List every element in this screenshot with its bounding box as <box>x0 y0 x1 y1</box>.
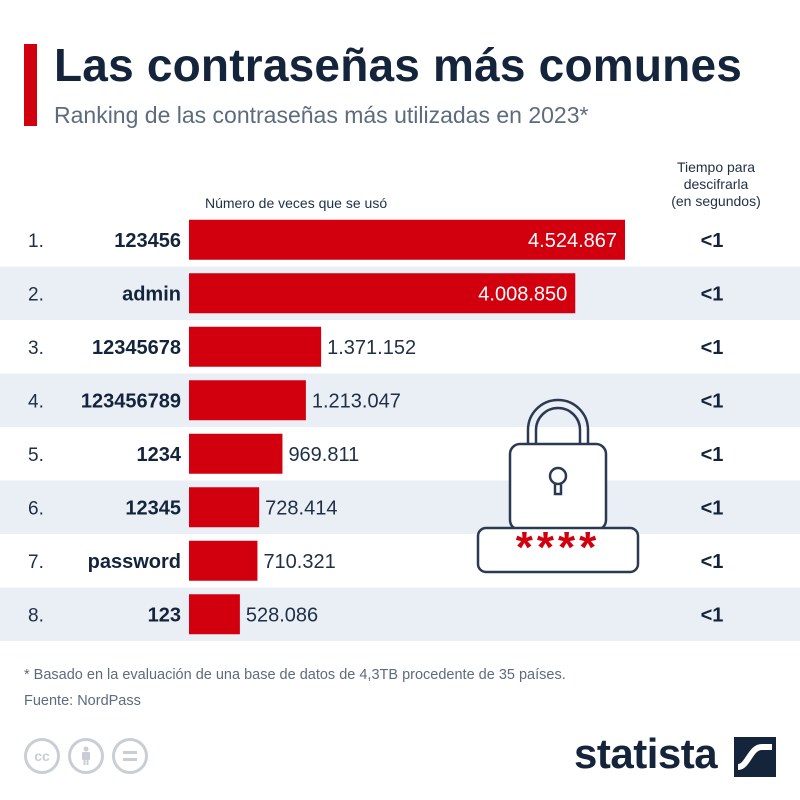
rank-label: 1. <box>28 231 44 252</box>
bar <box>189 380 306 421</box>
password-label: password <box>88 551 181 573</box>
footnote: * Basado en la evaluación de una base de… <box>24 667 566 683</box>
password-label: 1234 <box>137 444 182 466</box>
no-derivatives-icon[interactable] <box>112 738 148 774</box>
value-label: 4.524.867 <box>528 230 617 252</box>
password-label: admin <box>122 283 181 305</box>
rank-label: 3. <box>28 338 44 359</box>
row-background <box>0 480 800 534</box>
bar <box>189 433 283 474</box>
password-label: 123456789 <box>81 390 181 412</box>
title-accent-bar <box>24 44 37 126</box>
crack-time-header-line: descifrarla <box>683 176 749 192</box>
masked-password-text: **** <box>516 523 601 572</box>
crack-time-label: <1 <box>701 337 724 359</box>
crack-time-label: <1 <box>701 604 724 626</box>
source-note: Fuente: NordPass <box>24 693 141 709</box>
value-label: 528.086 <box>246 604 318 626</box>
bar <box>189 487 260 528</box>
chart-title: Las contraseñas más comunes <box>54 39 743 91</box>
bar <box>189 594 240 635</box>
value-label: 1.371.152 <box>327 337 416 359</box>
rank-label: 7. <box>28 552 44 573</box>
padlock-icon: **** <box>476 398 640 574</box>
row-background <box>0 587 800 641</box>
row-background <box>0 373 800 427</box>
crack-time-label: <1 <box>701 497 724 519</box>
password-label: 12345 <box>125 497 181 519</box>
rank-label: 5. <box>28 445 44 466</box>
statista-logo-icon[interactable] <box>734 737 776 777</box>
crack-time-label: <1 <box>701 390 724 412</box>
crack-time-label: <1 <box>701 551 724 573</box>
rank-label: 8. <box>28 605 44 626</box>
masked-password-field <box>476 526 640 574</box>
value-label: 969.811 <box>288 444 359 466</box>
value-label: 1.213.047 <box>312 390 401 412</box>
crack-time-header-line: (en segundos) <box>671 193 761 209</box>
password-label: 12345678 <box>92 337 181 359</box>
crack-time-label: <1 <box>701 444 724 466</box>
bar <box>189 326 322 367</box>
bar <box>189 219 625 260</box>
crack-time-header-line: Tiempo para <box>676 159 756 175</box>
password-ranking-chart: 1. 123456 4.524.867 <1 2. admin 4.008.850 <1 3. 1… <box>0 219 800 641</box>
crack-time-column-header: Tiempo para descifrarla (en segundos) <box>656 159 776 210</box>
attribution-person-icon[interactable] <box>68 738 104 774</box>
count-column-header: Número de veces que se usó <box>205 195 388 211</box>
license-icons: cc <box>24 738 148 774</box>
crack-time-label: <1 <box>701 230 724 252</box>
value-label: 728.414 <box>265 497 337 519</box>
creative-commons-icon[interactable]: cc <box>24 738 60 774</box>
rank-label: 4. <box>28 391 44 412</box>
chart-subtitle: Ranking de las contraseñas más utilizada… <box>54 102 589 128</box>
value-label: 710.321 <box>263 551 335 573</box>
bar <box>189 540 258 581</box>
password-label: 123 <box>148 604 181 626</box>
crack-time-label: <1 <box>701 283 724 305</box>
password-label: 123456 <box>114 230 181 252</box>
statista-logo-text[interactable]: statista <box>574 730 718 777</box>
bar <box>189 273 576 314</box>
value-label: 4.008.850 <box>478 283 567 305</box>
rank-label: 6. <box>28 498 44 519</box>
rank-label: 2. <box>28 284 44 305</box>
